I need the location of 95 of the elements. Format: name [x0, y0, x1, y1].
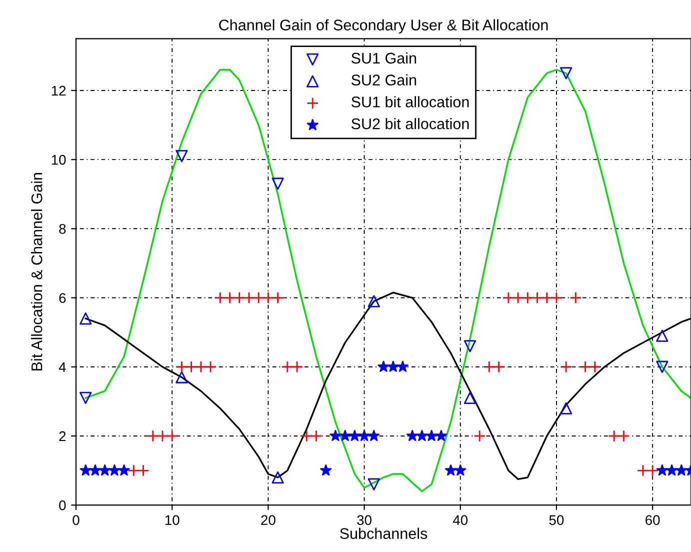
point	[406, 430, 418, 442]
legend-label: SU1 Gain	[351, 52, 416, 64]
point	[310, 430, 322, 442]
point	[281, 360, 294, 373]
point	[368, 430, 380, 442]
point	[588, 360, 601, 373]
point	[656, 330, 668, 342]
point	[330, 430, 342, 442]
point	[272, 292, 284, 304]
point	[636, 464, 650, 477]
x-tick-label: 40	[452, 515, 468, 526]
point	[108, 464, 120, 476]
point	[262, 292, 274, 304]
point	[492, 360, 505, 373]
x-tick-label: 50	[549, 515, 564, 526]
point	[435, 430, 447, 442]
x-tick-label: 0	[72, 515, 80, 526]
point	[99, 464, 111, 476]
point	[176, 150, 188, 162]
point	[272, 471, 284, 484]
x-tick-label: 20	[261, 515, 276, 526]
point	[396, 360, 409, 372]
point	[204, 360, 217, 373]
point	[320, 464, 332, 476]
chart-title: Channel Gain of Secondary User & Bit Allocation	[219, 19, 548, 34]
point	[176, 360, 188, 373]
x-tick-label: 60	[646, 515, 660, 526]
x-tick-label: 30	[357, 515, 372, 526]
point	[656, 464, 668, 476]
y-tick-label: 10	[52, 154, 66, 165]
point	[474, 430, 486, 442]
point	[618, 430, 630, 442]
point	[483, 360, 496, 373]
point	[156, 430, 169, 442]
point	[378, 360, 390, 372]
point	[80, 464, 92, 476]
point	[194, 360, 208, 373]
point	[656, 360, 668, 373]
point	[560, 402, 572, 414]
point	[339, 430, 351, 442]
point	[426, 430, 438, 442]
point	[368, 478, 380, 490]
point	[118, 464, 130, 476]
point	[502, 292, 514, 304]
point	[646, 464, 659, 477]
y-tick-label: 12	[52, 86, 66, 96]
point	[137, 464, 150, 477]
point	[348, 430, 360, 442]
point	[272, 178, 284, 190]
y-tick-label: 8	[59, 224, 66, 234]
point	[416, 430, 428, 442]
point	[176, 371, 188, 384]
point	[300, 430, 313, 442]
point	[464, 340, 476, 352]
point	[608, 430, 620, 442]
point	[570, 292, 582, 304]
point	[185, 360, 198, 373]
point	[560, 67, 572, 80]
legend-label: SU2 bit allocation	[351, 118, 469, 130]
point	[224, 292, 236, 304]
point	[560, 360, 572, 373]
legend-label: SU2 Gain	[351, 74, 416, 86]
x-tick-label: 10	[165, 515, 180, 526]
point	[146, 430, 159, 442]
point	[368, 295, 380, 308]
point	[531, 292, 544, 304]
legend-label: SU1 bit allocation	[351, 96, 469, 108]
point	[128, 464, 140, 477]
point	[80, 392, 92, 404]
point	[464, 392, 476, 404]
point	[166, 430, 178, 442]
point	[290, 360, 304, 373]
y-tick-label: 4	[58, 362, 66, 372]
point	[214, 292, 226, 304]
point	[89, 464, 102, 476]
point	[676, 464, 688, 476]
point	[444, 464, 457, 476]
y-tick-label: 6	[59, 293, 66, 303]
point	[233, 292, 246, 304]
point	[252, 292, 265, 304]
point	[242, 292, 256, 304]
point	[540, 292, 553, 304]
y-tick-label: 0	[59, 500, 66, 510]
y-axis-title: Bit Allocation & Channel Gain	[31, 173, 42, 370]
point	[522, 292, 534, 304]
y-tick-label: 2	[59, 431, 66, 442]
point	[358, 430, 370, 442]
x-axis-title: Subchannels	[340, 528, 428, 539]
point	[387, 360, 399, 372]
point	[666, 464, 678, 476]
point	[579, 360, 592, 373]
point	[512, 292, 524, 304]
point	[550, 292, 563, 304]
point	[454, 464, 466, 476]
point	[80, 312, 92, 325]
